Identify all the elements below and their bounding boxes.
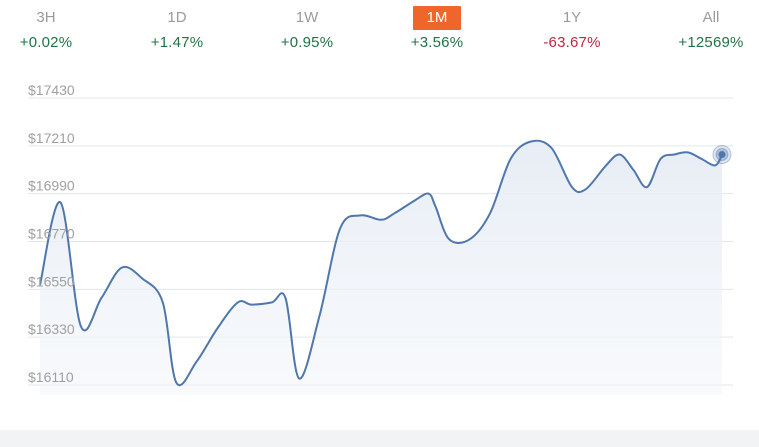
price-chart-svg: $17430 $17210 $16990 $16770 $16550 $16330 $161… — [28, 82, 733, 395]
bottom-strip — [0, 430, 759, 447]
tab-1m[interactable]: 1M +3.56% — [392, 6, 482, 51]
tab-label: 1W — [295, 9, 319, 26]
y-tick-label: $16330 — [28, 321, 75, 337]
y-axis-ticks: $17430 $17210 $16990 $16770 $16550 $16330 $161… — [28, 82, 75, 385]
tab-change-value: +0.02% — [19, 34, 73, 51]
last-price-marker — [712, 145, 732, 165]
tab-label: 3H — [36, 9, 56, 26]
y-tick-label: $17430 — [28, 82, 75, 98]
tab-label: 1D — [167, 9, 187, 26]
tab-label: 1M — [412, 6, 462, 30]
tab-change-value: +1.47% — [150, 34, 204, 51]
tab-label: All — [702, 9, 720, 26]
tab-change-value: +0.95% — [280, 34, 334, 51]
tab-change-value: +3.56% — [410, 34, 464, 51]
y-tick-label: $16770 — [28, 226, 75, 242]
tab-all[interactable]: All +12569% — [666, 6, 756, 51]
tab-1d[interactable]: 1D +1.47% — [132, 6, 222, 51]
tab-change-value: -63.67% — [543, 34, 601, 51]
tab-1w[interactable]: 1W +0.95% — [262, 6, 352, 51]
y-tick-label: $16550 — [28, 273, 75, 289]
tab-1y[interactable]: 1Y -63.67% — [527, 6, 617, 51]
price-area — [40, 140, 722, 395]
tab-3h[interactable]: 3H +0.02% — [1, 6, 91, 51]
price-chart[interactable]: $17430 $17210 $16990 $16770 $16550 $16330 $161… — [0, 62, 759, 434]
y-tick-label: $17210 — [28, 130, 75, 146]
y-tick-label: $16990 — [28, 178, 75, 194]
marker-dot — [718, 151, 726, 159]
timeframe-tabs: 3H +0.02% 1D +1.47% 1W +0.95% 1M +3.56% … — [0, 0, 759, 62]
tab-label: 1Y — [562, 9, 582, 26]
price-line — [39, 139, 723, 387]
tab-change-value: +12569% — [678, 34, 744, 51]
y-tick-label: $16110 — [28, 369, 74, 385]
